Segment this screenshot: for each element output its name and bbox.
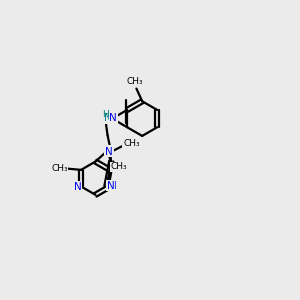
Text: N: N [104, 113, 112, 123]
Text: CH₃: CH₃ [127, 77, 144, 86]
Text: CH₃: CH₃ [111, 162, 127, 171]
Text: N: N [110, 181, 117, 191]
Text: CH₃: CH₃ [123, 139, 140, 148]
Text: N: N [107, 181, 114, 191]
Text: N: N [105, 147, 113, 157]
Text: N: N [109, 113, 117, 123]
Text: N: N [106, 146, 114, 156]
Text: N: N [74, 182, 82, 192]
Text: CH₃: CH₃ [51, 164, 68, 173]
Text: H: H [102, 110, 109, 119]
